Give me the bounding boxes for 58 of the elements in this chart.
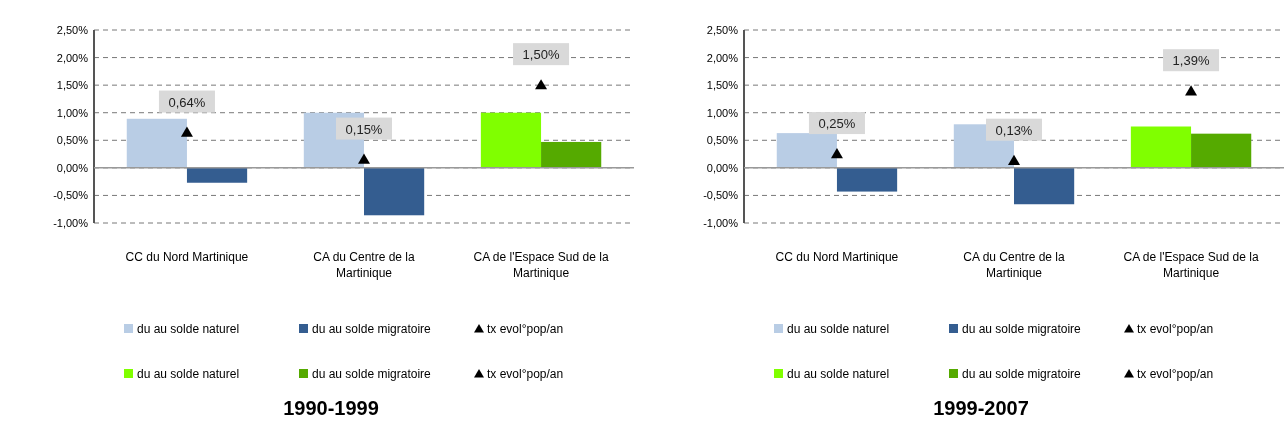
y-tick-label: -0,50% [53,189,89,202]
data-label: 0,15% [345,121,383,137]
legend-label: tx evol°pop/an [487,322,564,336]
y-tick-label: 2,00% [56,51,89,64]
y-tick-label: 2,00% [706,51,739,64]
point [830,148,843,159]
text: 1999-2007 [933,397,1029,419]
bar [1014,167,1075,205]
y-tick-label: 0,00% [56,161,89,174]
bar [836,167,898,192]
bar [1130,126,1192,168]
y-tick-label: -0,50% [703,189,739,202]
y-tick-label: -1,00% [53,217,89,229]
x-tick-label: CA du Centre de la Martinique [963,250,1066,280]
text: 1990-1999 [283,397,379,419]
legend-label: du au solde migratoire [962,367,1082,381]
x-tick-label: CA de l'Espace Sud de la Martinique [473,250,609,280]
legend-label: du au solde naturel [787,367,890,381]
legend-label: tx evol°pop/an [1137,367,1214,381]
y-tick-label: 1,50% [706,79,739,92]
data-label: 0,64% [168,94,206,110]
y-tick-label: 1,00% [706,106,739,119]
legend-label: du au solde migratoire [312,322,432,336]
data-label: 0,13% [995,122,1033,138]
point [180,126,193,137]
bar [126,118,187,168]
bar [1191,133,1252,168]
legend-label: du au solde naturel [137,322,240,336]
legend-label: du au solde migratoire [962,322,1082,336]
y-tick-label: -1,00% [703,217,739,229]
x-tick-label: CA de l'Espace Sud de la Martinique [1123,250,1259,280]
x-tick-label: CA du Centre de la Martinique [313,250,416,280]
bar [480,112,542,168]
data-label: 1,39% [1172,53,1210,69]
legend-label: tx evol°pop/an [487,367,564,381]
y-tick-label: 1,00% [56,106,89,119]
bar [186,167,248,183]
bar [776,133,837,168]
x-tick-label: CC du Nord Martinique [775,250,899,264]
point [1008,154,1020,165]
y-tick-label: 1,50% [56,79,89,92]
y-tick-label: 0,00% [706,161,739,174]
point [535,79,548,90]
bar [364,167,425,216]
y-tick-label: 2,50% [706,24,739,36]
legend-label: du au solde migratoire [312,367,432,381]
data-label: 1,50% [522,47,560,63]
legend-label: du au solde naturel [787,322,890,336]
y-tick-label: 0,50% [706,134,739,147]
legend-label: tx evol°pop/an [1137,322,1214,336]
point [1185,85,1198,96]
y-tick-label: 2,50% [56,24,89,36]
legend-label: du au solde naturel [137,367,240,381]
point [358,153,370,164]
y-tick-label: 0,50% [56,134,89,147]
x-tick-label: CC du Nord Martinique [125,250,249,264]
data-label: 0,25% [818,116,856,132]
bar [541,141,602,168]
